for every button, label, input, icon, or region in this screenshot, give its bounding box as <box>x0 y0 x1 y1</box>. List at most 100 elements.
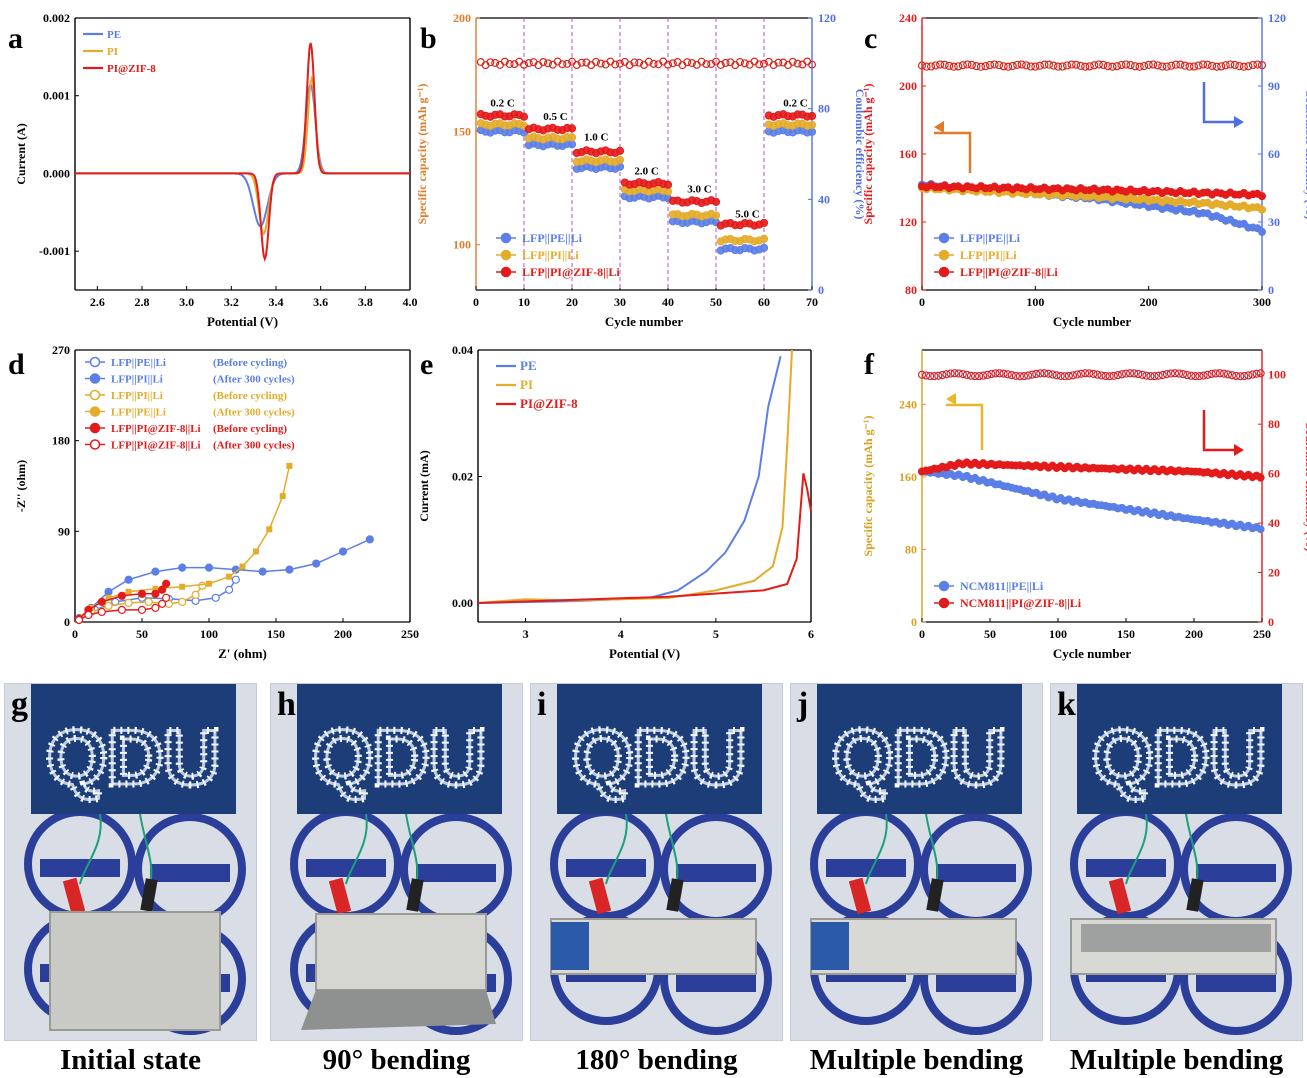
photo-k: QDU QDU k <box>1050 683 1303 1041</box>
y-tick-label: 200 <box>899 79 917 93</box>
efficiency-point-ncm811-pi-zif-8-li <box>1183 371 1192 380</box>
efficiency-point-lfp-pi-zif-8-li <box>1235 62 1244 71</box>
efficiency-point-ncm811-pi-zif-8-li <box>1036 369 1045 378</box>
photo-g: QDU QDU g <box>4 683 257 1041</box>
nyquist-point-1 <box>204 563 214 572</box>
efficiency-point-lfp-pi-zif-8-li <box>1153 61 1162 70</box>
efficiency-point-lfp-pi-zif-8-li <box>486 58 495 67</box>
panel-label-k: k <box>1057 686 1076 723</box>
legend-note: (Before cycling) <box>213 390 287 402</box>
efficiency-point-ncm811-pi-zif-8-li <box>1199 371 1208 380</box>
black-clip <box>406 878 424 912</box>
capacity-point-lfp-pi-zif-8-li <box>759 218 769 228</box>
efficiency-point-ncm811-pi-zif-8-li <box>1203 370 1212 379</box>
legend-note: (After 300 cycles) <box>213 407 295 419</box>
legend-entry-lfp-pi-zif-8-li: LFP||PI@ZIF-8||Li <box>960 265 1058 279</box>
nyquist-point-5 <box>151 603 160 612</box>
efficiency-point-ncm811-pi-zif-8-li <box>1089 369 1098 378</box>
nyquist-point-3 <box>239 563 246 570</box>
legend-entry-pi-zif-8: PI@ZIF-8 <box>520 396 578 411</box>
rate-label: 3.0 C <box>687 184 712 196</box>
efficiency-point-ncm811-pi-zif-8-li <box>1215 369 1224 378</box>
efficiency-point-lfp-pi-zif-8-li <box>1239 62 1248 71</box>
efficiency-point-ncm811-pi-zif-8-li <box>1232 371 1241 380</box>
capacity-point-lfp-pi-zif-8-li <box>663 180 673 189</box>
efficiency-point-lfp-pi-zif-8-li <box>1185 62 1194 71</box>
efficiency-point-lfp-pi-zif-8-li <box>1167 61 1176 70</box>
efficiency-point-lfp-pi-zif-8-li <box>949 62 958 71</box>
legend-marker <box>938 580 950 592</box>
x-tick-label: 70 <box>806 295 818 309</box>
nyquist-point-4 <box>117 591 127 600</box>
x-tick-label: 5 <box>713 627 719 641</box>
nyquist-point-3 <box>125 588 132 595</box>
panel-label-d: d <box>8 348 25 381</box>
capacity-point-ncm811-pi-zif-8-li <box>1256 473 1265 482</box>
arrow-left-head <box>946 393 956 405</box>
y-tick-label: 80 <box>905 542 917 556</box>
efficiency-point-ncm811-pi-zif-8-li <box>1117 370 1126 379</box>
nyquist-point-1 <box>285 565 294 574</box>
x-tick-label: 50 <box>984 627 996 641</box>
wire-green <box>925 813 939 885</box>
efficiency-point-lfp-pi-zif-8-li <box>582 58 591 67</box>
logo-band <box>1196 864 1276 882</box>
efficiency-point-lfp-pi-zif-8-li <box>1103 62 1112 71</box>
efficiency-point-lfp-pi-zif-8-li <box>1226 60 1235 69</box>
nyquist-point-0 <box>225 585 234 594</box>
nyquist-point-3 <box>266 526 273 533</box>
legend-marker <box>89 389 101 401</box>
panel-c: c 0 100 200 300 80 120 160 200 240 0 30 60 90 120 Cycle… <box>861 11 1307 329</box>
capacity-point-lfp-pi-li <box>567 133 577 142</box>
arrow-right-head <box>1234 116 1244 128</box>
y2-tick-label: 40 <box>1268 516 1280 530</box>
efficiency-point-lfp-pi-zif-8-li <box>1108 62 1117 71</box>
efficiency-point-lfp-pi-zif-8-li <box>688 59 696 67</box>
nyquist-point-1 <box>151 567 160 576</box>
efficiency-point-ncm811-pi-zif-8-li <box>1240 372 1249 381</box>
efficiency-point-lfp-pi-zif-8-li <box>592 57 600 66</box>
efficiency-point-ncm811-pi-zif-8-li <box>942 370 951 379</box>
y-tick-label: 160 <box>899 147 917 161</box>
logo-band <box>40 859 120 877</box>
efficiency-point-lfp-pi-zif-8-li <box>572 61 581 69</box>
efficiency-point-lfp-pi-zif-8-li <box>1212 62 1221 71</box>
black-clip <box>1186 878 1204 912</box>
efficiency-point-ncm811-pi-zif-8-li <box>938 371 947 380</box>
efficiency-point-lfp-pi-zif-8-li <box>1217 62 1226 71</box>
y-tick-label: 0.02 <box>452 470 473 484</box>
panel-label-i: i <box>537 686 547 723</box>
panel-a: a 2.6 2.8 3.0 3.2 3.4 3.6 3.8 4.0 -0.001 0.000 0.00… <box>8 11 418 329</box>
efficiency-point-ncm811-pi-zif-8-li <box>1044 369 1053 378</box>
nyquist-point-4 <box>97 597 106 606</box>
legend-marker <box>938 597 950 609</box>
red-clip <box>848 877 872 915</box>
efficiency-point-ncm811-pi-zif-8-li <box>1211 369 1220 378</box>
capacity-point-lfp-pe-li <box>567 140 577 149</box>
efficiency-point-lfp-pi-zif-8-li <box>936 60 945 69</box>
x-tick-label: 3.4 <box>269 295 284 309</box>
efficiency-point-lfp-pi-zif-8-li <box>683 58 692 67</box>
wire-green <box>605 813 628 885</box>
x-tick-label: 50 <box>136 627 148 641</box>
efficiency-point-ncm811-pi-zif-8-li <box>1138 370 1147 379</box>
efficiency-point-lfp-pi-zif-8-li <box>644 57 653 66</box>
efficiency-point-lfp-pi-zif-8-li <box>673 58 682 66</box>
efficiency-point-ncm811-pi-zif-8-li <box>1077 369 1086 378</box>
efficiency-point-ncm811-pi-zif-8-li <box>946 369 955 378</box>
wire-green <box>79 813 102 885</box>
y-tick-label: 100 <box>453 238 471 252</box>
efficiency-point-lfp-pi-zif-8-li <box>1099 60 1108 69</box>
y2-axis-label: Coulombic efficiency (%) <box>1303 89 1307 220</box>
nyquist-point-1 <box>258 567 267 576</box>
nyquist-point-0 <box>211 593 220 602</box>
efficiency-point-lfp-pi-zif-8-li <box>1199 60 1208 69</box>
efficiency-point-ncm811-pi-zif-8-li <box>1020 372 1028 381</box>
y-tick-label: 90 <box>58 524 70 538</box>
led-sign-glow: QDU <box>572 713 745 801</box>
caption-j: Multiple bending <box>809 1044 1024 1076</box>
y-tick-label: 80 <box>905 283 917 297</box>
efficiency-point-ncm811-pi-zif-8-li <box>1179 370 1188 379</box>
efficiency-point-lfp-pi-zif-8-li <box>1221 61 1230 70</box>
efficiency-point-ncm811-pi-zif-8-li <box>1150 372 1159 381</box>
